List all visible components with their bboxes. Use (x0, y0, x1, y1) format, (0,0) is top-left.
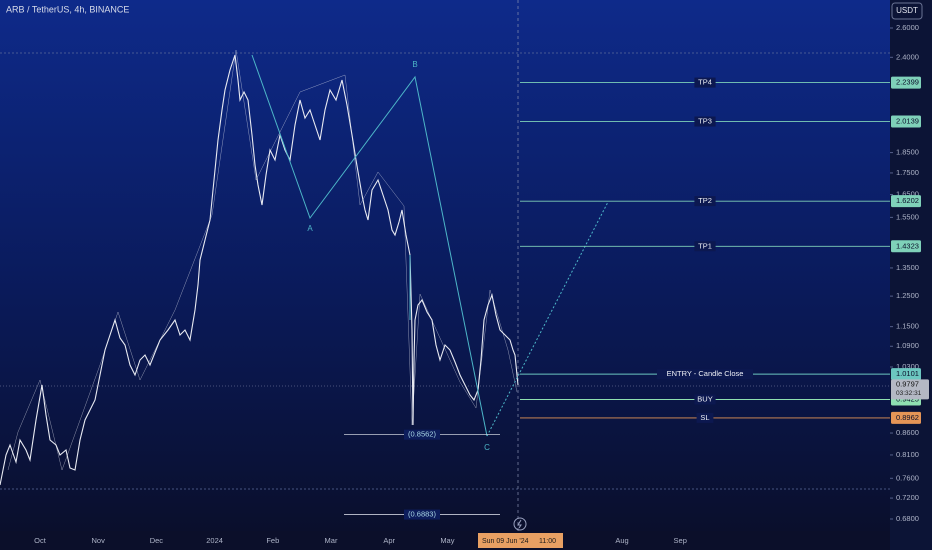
current-time-chip (478, 533, 563, 548)
price-line (0, 54, 519, 486)
level-label-bg (694, 394, 716, 405)
level-price: 2.0139 (896, 116, 919, 125)
price-tick-label: 2.6000 (896, 23, 919, 32)
price-axis-background (890, 0, 932, 550)
fib-label: (0.6883) (408, 510, 436, 519)
level-price-chip (891, 368, 921, 381)
replay-icon-glyph (517, 519, 522, 529)
price-tick-label: 0.6800 (896, 514, 919, 523)
time-tick-label: Mar (325, 536, 338, 545)
price-tick-label: 1.5500 (896, 212, 919, 221)
level-label: TP3 (698, 116, 712, 125)
level-label-bg (694, 241, 716, 252)
current-time-label: 11:00 (539, 538, 556, 545)
level-label: TP1 (698, 241, 712, 250)
price-tick-label: 1.0900 (896, 341, 919, 350)
price-tick-label: 1.2500 (896, 291, 919, 300)
fib-label: (0.8562) (408, 430, 436, 439)
time-axis-background (0, 531, 890, 550)
fib-label-bg (404, 509, 440, 520)
current-time-label: Sun 09 Jun '24 (482, 538, 529, 545)
level-price-chip (891, 76, 921, 89)
level-price: 1.0101 (896, 369, 919, 378)
price-tick-label: 1.3500 (896, 263, 919, 272)
level-price: 1.4323 (896, 241, 919, 250)
price-tick-label: 1.6500 (896, 189, 919, 198)
fib-label-bg (404, 429, 440, 440)
time-tick-label: Oct (34, 536, 47, 545)
price-tick-label: 0.8600 (896, 428, 919, 437)
price-tick-label: 0.8100 (896, 450, 919, 459)
current-price-chip (891, 379, 929, 400)
currency-button[interactable] (891, 2, 923, 20)
time-tick-label: Nov (92, 536, 106, 545)
time-tick-label: 2024 (206, 536, 223, 545)
price-tick-label: 0.7200 (896, 493, 919, 502)
time-tick-label: Sep (674, 536, 687, 545)
time-tick-label: Aug (615, 536, 628, 545)
time-tick-label: Feb (266, 536, 279, 545)
price-tick-label: 1.0300 (896, 362, 919, 371)
plot-background (0, 0, 890, 531)
level-label: TP2 (698, 196, 712, 205)
price-trace (0, 49, 519, 486)
level-label-bg (657, 369, 753, 380)
level-label-bg (694, 77, 716, 88)
level-price-chip (891, 240, 921, 253)
price-tick-label: 1.8500 (896, 148, 919, 157)
wave-pattern (251, 54, 609, 437)
level-price: 0.8962 (896, 413, 919, 422)
symbol-title: ARB / TetherUS, 4h, BINANCE (6, 4, 129, 14)
price-tick-label: 0.7600 (896, 473, 919, 482)
time-tick-label: Dec (150, 536, 164, 545)
level-label-bg (694, 196, 716, 207)
replay-icon[interactable] (513, 517, 527, 531)
currency-button-label[interactable]: USDT (896, 6, 918, 15)
level-label-bg (694, 116, 716, 127)
price-tick-label: 2.4000 (896, 52, 919, 61)
countdown: 03:32:31 (896, 390, 922, 397)
level-price-chip (891, 411, 921, 424)
level-label: SL (700, 413, 709, 422)
level-label: TP4 (698, 78, 712, 87)
price-tick-label: 1.1500 (896, 322, 919, 331)
time-tick-label: May (440, 536, 454, 545)
price-tick-label: 1.7500 (896, 168, 919, 177)
time-tick-label: Apr (383, 536, 395, 545)
current-price: 0.9797 (896, 379, 919, 388)
level-price: 2.2399 (896, 78, 919, 87)
wave-label: C (484, 443, 490, 452)
level-price-chip (891, 115, 921, 128)
level-price: 1.6202 (896, 196, 919, 205)
level-price-chip (891, 195, 921, 208)
wave-line (251, 54, 488, 437)
level-label: BUY (697, 394, 712, 403)
wave-label: A (307, 224, 313, 233)
level-label: ENTRY - Candle Close (667, 369, 744, 378)
price-wicks (7, 49, 518, 471)
wave-label: B (412, 60, 417, 69)
level-label-bg (696, 412, 714, 423)
